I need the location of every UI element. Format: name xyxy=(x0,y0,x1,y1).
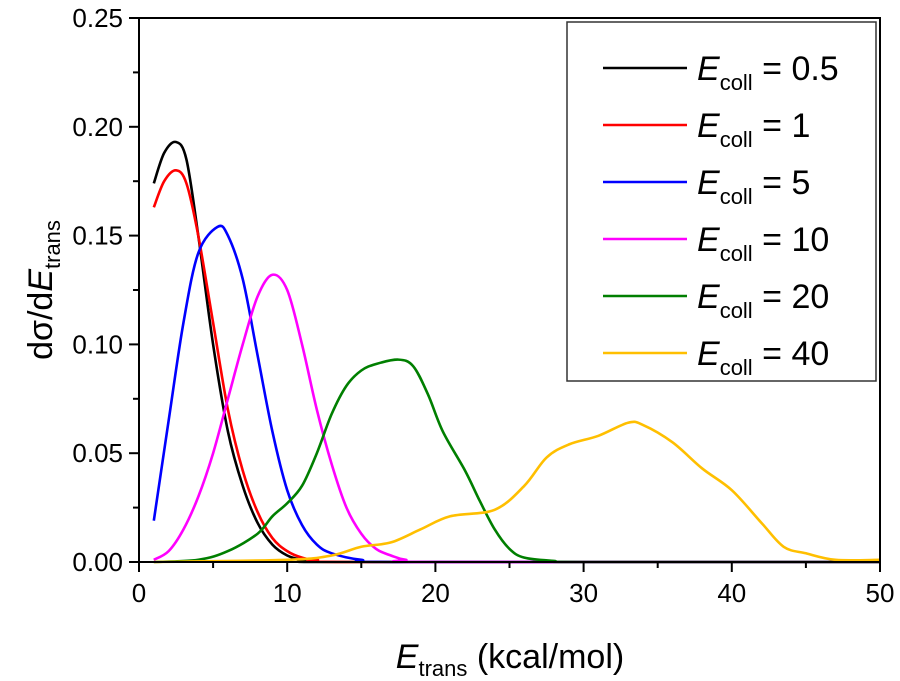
legend-item-ecoll-0.5: Ecoll = 0.5 xyxy=(603,50,839,95)
legend-label: Ecoll = 10 xyxy=(697,221,829,266)
axis-ticks: 0 10 20 30 40 50 0.00 0.05 0.10 0.15 0.20 0.25 xyxy=(72,3,894,608)
x-tick-label: 10 xyxy=(273,578,302,608)
legend-label: Ecoll = 0.5 xyxy=(697,50,839,95)
legend-item-ecoll-20: Ecoll = 20 xyxy=(603,278,829,323)
x-tick-label: 30 xyxy=(569,578,598,608)
legend-label: Ecoll = 40 xyxy=(697,335,829,380)
legend-item-ecoll-40: Ecoll = 40 xyxy=(603,335,829,380)
legend-label: Ecoll = 5 xyxy=(697,164,810,209)
series-line-ecoll-20 xyxy=(153,358,880,564)
x-tick-label: 40 xyxy=(717,578,746,608)
y-tick-label: 0.05 xyxy=(72,438,123,468)
legend-item-ecoll-1: Ecoll = 1 xyxy=(603,107,810,152)
x-tick-label: 0 xyxy=(132,578,146,608)
y-axis-label: dσ/dEtrans xyxy=(22,220,65,360)
x-axis-label: Etrans (kcal/mol) xyxy=(396,638,624,681)
y-tick-label: 0.10 xyxy=(72,329,123,359)
y-tick-label: 0.15 xyxy=(72,221,123,251)
x-tick-label: 20 xyxy=(421,578,450,608)
legend-label: Ecoll = 20 xyxy=(697,278,829,323)
y-tick-label: 0.25 xyxy=(72,3,123,33)
x-tick-label: 50 xyxy=(866,578,895,608)
legend-box xyxy=(566,21,877,382)
series-line-ecoll-40 xyxy=(153,420,881,564)
legend-label: Ecoll = 1 xyxy=(697,107,810,152)
legend-item-ecoll-10: Ecoll = 10 xyxy=(603,221,829,266)
y-tick-label: 0.20 xyxy=(72,112,123,142)
series-line-ecoll-10 xyxy=(153,273,880,564)
y-tick-label: 0.00 xyxy=(72,547,123,577)
legend: Ecoll = 0.5 Ecoll = 1 Ecoll = 5 Ecoll = 10 E… xyxy=(566,21,877,382)
legend-item-ecoll-5: Ecoll = 5 xyxy=(603,164,810,209)
